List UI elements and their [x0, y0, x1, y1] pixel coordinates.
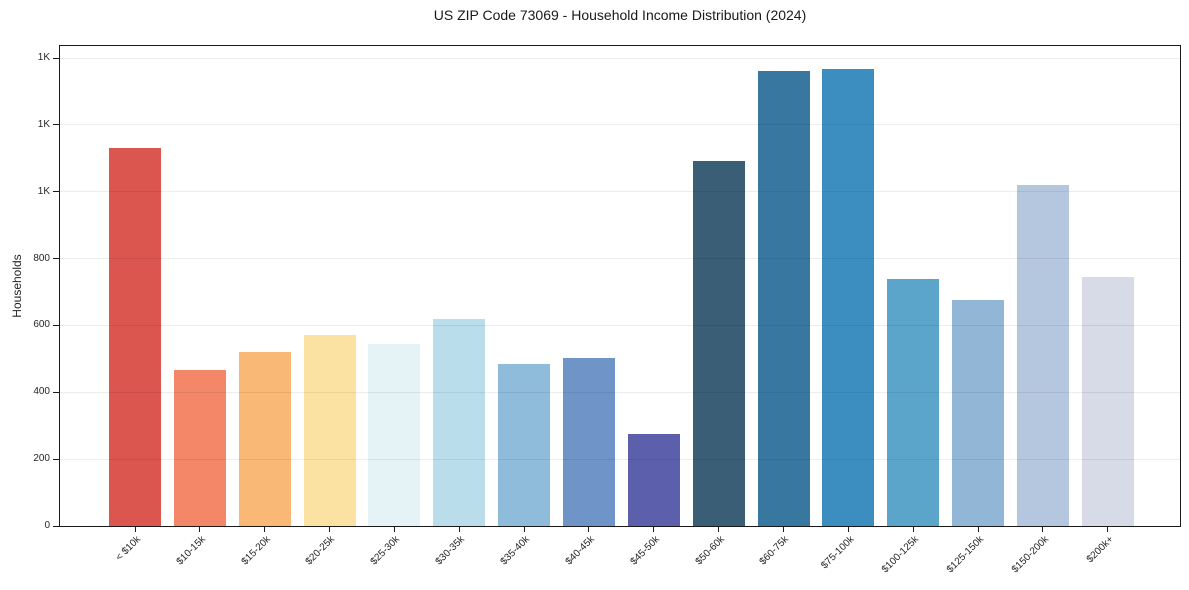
x-tick-mark: [783, 526, 784, 532]
chart-title: US ZIP Code 73069 - Household Income Dis…: [433, 7, 807, 23]
x-tick-mark: [718, 526, 720, 532]
x-tick-label: $150-200k: [1009, 534, 1051, 576]
x-tick-label: $15-20k: [239, 534, 273, 568]
x-tick-mark: [588, 526, 590, 532]
bar-10: [692, 161, 745, 526]
y-tick-label: 200: [33, 453, 50, 465]
x-tick-label: $45-50k: [628, 534, 662, 568]
x-tick-label: $25-30k: [368, 534, 403, 568]
x-tick-label: $30-35k: [433, 534, 468, 568]
bar-9: [627, 434, 680, 526]
x-tick-label: $20-25k: [304, 534, 338, 568]
gridline-1000: [60, 191, 1180, 193]
bar-5: [368, 343, 421, 526]
bar-16: [1081, 277, 1134, 526]
x-tick-mark: [458, 526, 460, 532]
gridline-800: [60, 258, 1180, 260]
gridline-400: [60, 391, 1180, 393]
x-tick-label: $50-60k: [693, 534, 727, 568]
x-tick-label: $35-40k: [498, 534, 532, 568]
x-tick-mark: [329, 526, 331, 532]
bar-12: [822, 68, 875, 526]
bar-4: [303, 334, 356, 526]
gridline-1400: [60, 57, 1180, 59]
x-tick-label: $40-45k: [563, 534, 597, 568]
plot-area: 0 200 400 600 800 1K 1K 1K < $10k $10-15k $15-20k $…: [33, 45, 1181, 575]
bar-7: [498, 363, 551, 526]
x-tick-mark: [1042, 526, 1044, 532]
y-tick-label: 600: [33, 319, 50, 331]
x-tick-mark: [653, 526, 655, 532]
y-tick-label: 1K: [37, 185, 50, 197]
bar-1: [109, 148, 161, 526]
y-tick-label: 0: [44, 520, 50, 531]
x-tick-mark: [134, 526, 136, 532]
bar-2: [173, 369, 226, 526]
x-tick-label: $200k+: [1084, 534, 1116, 566]
bar-8: [562, 358, 615, 526]
y-tick-mark: [53, 391, 59, 393]
y-tick-mark: [53, 191, 59, 193]
y-tick-label: 800: [33, 252, 50, 264]
x-tick-label: $10-15k: [174, 534, 208, 568]
x-tick-mark: [393, 526, 395, 532]
x-tick-mark: [977, 526, 979, 532]
x-tick-mark: [1107, 526, 1109, 532]
y-tick-label: 1K: [37, 118, 50, 130]
x-tick-mark: [847, 526, 849, 532]
gridline-200: [60, 458, 1180, 460]
x-tick-mark: [264, 526, 266, 532]
y-tick-label: 1K: [37, 52, 50, 64]
x-tick-mark: [912, 526, 914, 532]
bar-11: [757, 70, 810, 526]
x-tick-mark: [523, 526, 525, 532]
x-tick-label: $75-100k: [818, 534, 857, 572]
y-tick-mark: [53, 124, 59, 126]
y-tick-mark: [53, 324, 59, 326]
x-tick-label: < $10k: [113, 534, 143, 564]
y-tick-mark: [53, 458, 59, 460]
bar-3: [238, 351, 291, 526]
x-tick-mark: [199, 526, 201, 532]
gridline-1200: [60, 124, 1180, 126]
y-tick-mark: [53, 57, 59, 59]
bar-14: [952, 300, 1005, 526]
y-tick-mark: [53, 525, 59, 527]
bar-15: [1016, 185, 1069, 526]
x-tick-label: $125-150k: [944, 534, 986, 576]
bar-6: [433, 318, 486, 526]
x-tick-label: $100-125k: [879, 534, 921, 576]
x-tick-label: $60-75k: [757, 534, 792, 568]
gridline-600: [60, 324, 1180, 326]
y-tick-label: 400: [33, 386, 50, 398]
y-tick-mark: [53, 258, 59, 260]
bar-13: [887, 278, 940, 526]
